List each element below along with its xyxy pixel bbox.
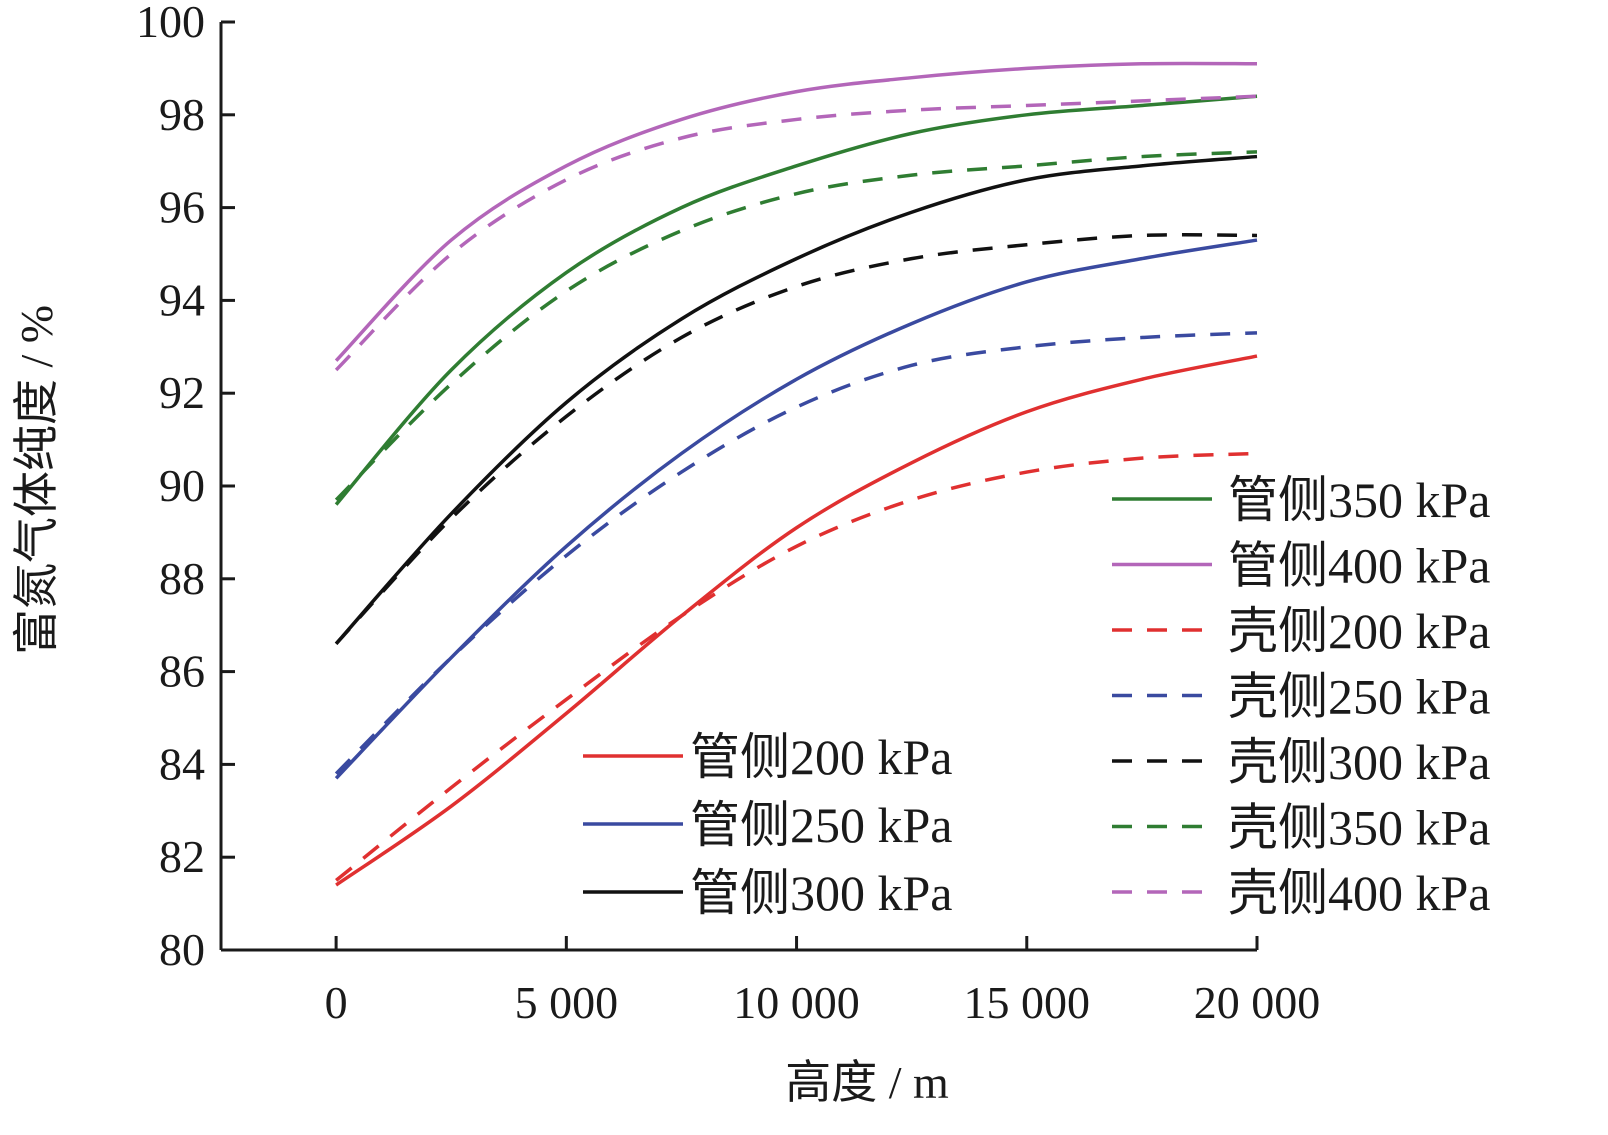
series-line-6 <box>334 331 1258 775</box>
legend-group-1: 管侧350 kPa 管侧400 kPa 壳侧200 kPa 壳侧250 kPa 壳侧30… <box>1112 472 1491 921</box>
y-tick-label: 90 <box>159 460 205 511</box>
y-tick-label: 84 <box>159 738 205 789</box>
legend-label: 壳侧400 kPa <box>1228 865 1491 921</box>
x-axis-title: 高度 / m <box>785 1057 949 1108</box>
series-line-5 <box>335 451 1258 882</box>
legend-group-0: 管侧200 kPa 管侧250 kPa 管侧300 kPa <box>583 729 953 921</box>
legend-label: 壳侧250 kPa <box>1228 669 1491 725</box>
legend-label: 管侧400 kPa <box>1228 538 1491 594</box>
x-tick-label: 20 000 <box>1194 977 1321 1028</box>
series-line-3 <box>334 94 1258 506</box>
legend-label: 管侧250 kPa <box>690 797 953 853</box>
axes: 80 82 84 86 88 90 92 94 96 98 100 0 5 000 10 000 15 00… <box>136 0 1320 1028</box>
legend-label: 壳侧200 kPa <box>1228 603 1491 659</box>
series-line-0 <box>335 354 1258 887</box>
y-tick-label: 98 <box>159 89 205 140</box>
legend-label: 壳侧350 kPa <box>1228 800 1491 856</box>
legend: 管侧200 kPa 管侧250 kPa 管侧300 kPa 管侧350 kPa 管侧40… <box>583 472 1491 921</box>
legend-label: 管侧300 kPa <box>690 865 953 921</box>
series-line-7 <box>334 233 1258 645</box>
x-tick-label: 0 <box>325 977 348 1028</box>
series-line-1 <box>334 238 1258 780</box>
y-tick-label: 96 <box>159 182 205 233</box>
y-tick-label: 100 <box>136 0 205 47</box>
series-line-9 <box>334 94 1258 372</box>
x-tick-label: 15 000 <box>964 977 1091 1028</box>
y-tick-label: 88 <box>159 553 205 604</box>
y-tick-label: 80 <box>159 924 205 975</box>
y-tick-label: 94 <box>159 274 205 325</box>
y-tick-label: 82 <box>159 831 205 882</box>
series-line-4 <box>334 61 1258 362</box>
x-tick-label: 5 000 <box>515 977 619 1028</box>
legend-label: 管侧350 kPa <box>1228 472 1491 528</box>
legend-label: 壳侧300 kPa <box>1228 734 1491 790</box>
series-layer <box>334 61 1258 887</box>
series-line-8 <box>334 150 1258 502</box>
y-axis-title: 富氮气体纯度 / % <box>11 305 62 655</box>
y-tick-label: 86 <box>159 646 205 697</box>
legend-label: 管侧200 kPa <box>690 729 953 785</box>
y-tick-label: 92 <box>159 367 205 418</box>
series-line-2 <box>334 154 1258 645</box>
x-tick-label: 10 000 <box>733 977 860 1028</box>
